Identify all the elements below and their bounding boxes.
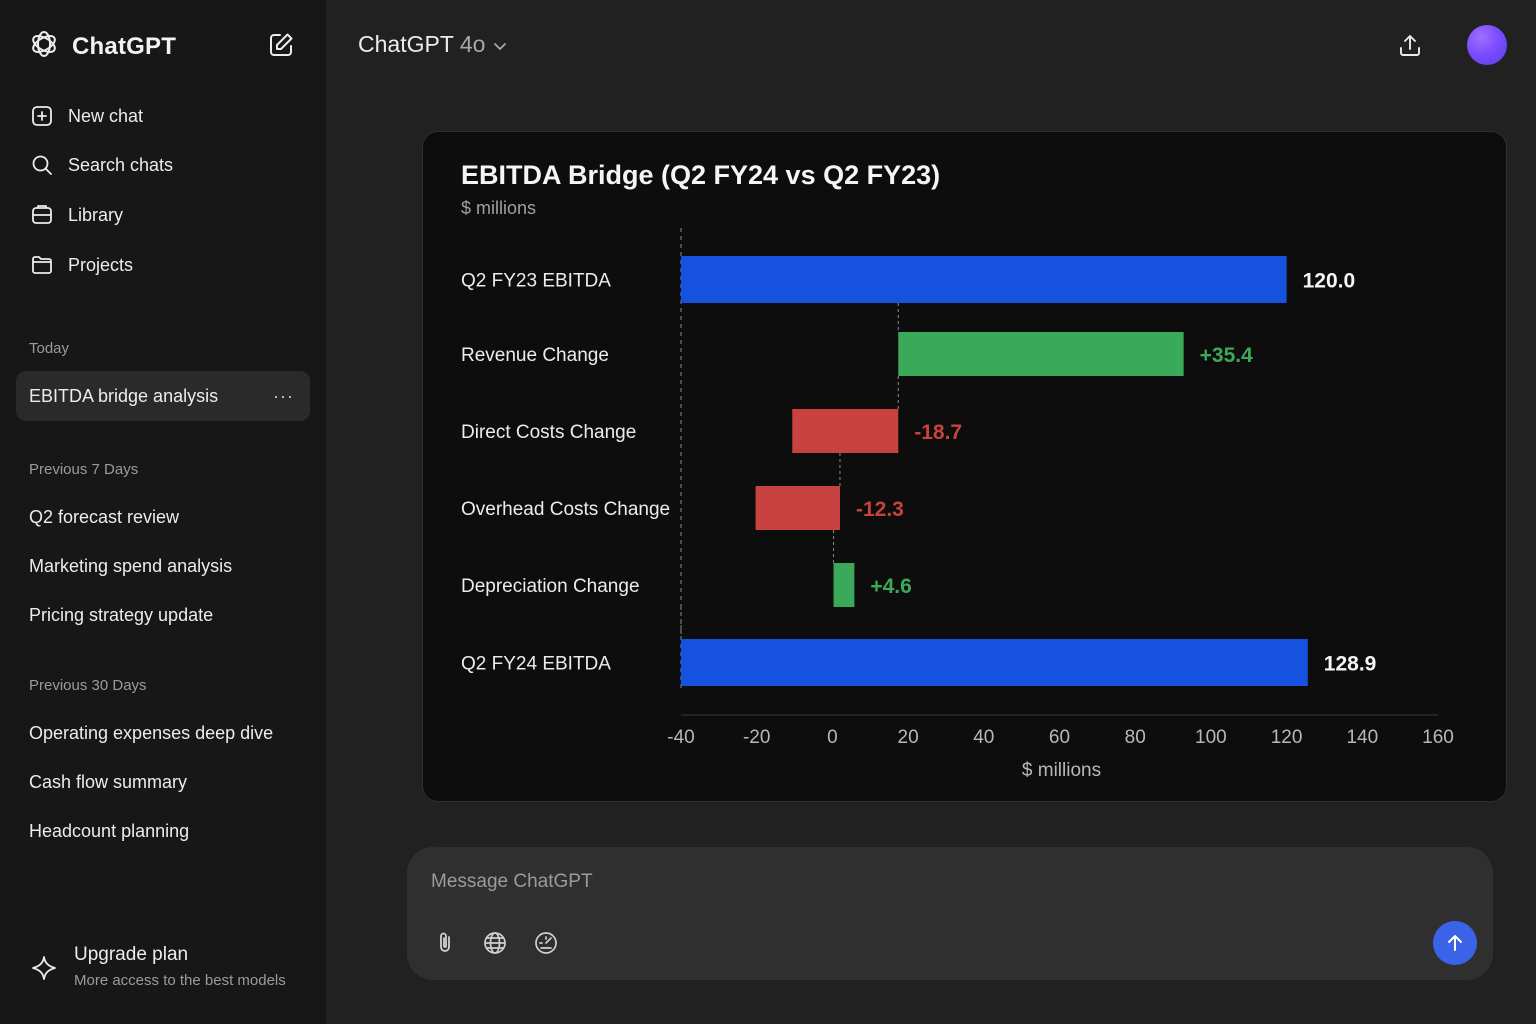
openai-logo-icon — [28, 28, 60, 65]
chat-title: Marketing spend analysis — [29, 555, 233, 576]
value-label: +4.6 — [870, 575, 911, 598]
message-input[interactable] — [431, 867, 1331, 897]
chat-item[interactable]: Cash flow summary — [16, 762, 310, 802]
bar-decrease — [755, 486, 840, 530]
chart-subtitle: $ millions — [461, 198, 537, 218]
x-tick-label: 160 — [1422, 727, 1454, 748]
library-icon — [30, 203, 54, 227]
x-tick-label: 40 — [973, 727, 994, 748]
chat-title: Q2 forecast review — [29, 506, 180, 527]
section-label-today: Today — [29, 340, 70, 357]
x-tick-label: 120 — [1271, 727, 1303, 748]
chat-title: Operating expenses deep dive — [29, 722, 274, 743]
value-label: -18.7 — [914, 421, 962, 444]
x-tick-label: 20 — [898, 727, 919, 748]
sparkle-icon — [30, 954, 58, 982]
chat-title: Headcount planning — [29, 820, 190, 841]
model-version: 4o — [459, 31, 486, 57]
send-button[interactable] — [1433, 921, 1477, 965]
upgrade-plan[interactable]: Upgrade plan More access to the best mod… — [30, 944, 286, 989]
category-label: Overhead Costs Change — [461, 499, 670, 520]
x-tick-label: 140 — [1346, 727, 1378, 748]
chat-item[interactable]: Q2 forecast review — [16, 497, 310, 537]
x-axis-title: $ millions — [1022, 760, 1101, 781]
search-icon — [30, 153, 54, 177]
x-tick-label: 60 — [1049, 727, 1070, 748]
nav-label: New chat — [68, 105, 144, 126]
paperclip-icon — [440, 932, 450, 952]
brand-name: ChatGPT — [72, 32, 177, 60]
new-chat-compose-button[interactable] — [266, 30, 296, 60]
value-label: +35.4 — [1200, 344, 1253, 367]
section-label-prev7: Previous 7 Days — [29, 461, 139, 478]
web-search-button[interactable] — [481, 929, 509, 957]
chat-item[interactable]: Pricing strategy update — [16, 595, 310, 635]
chat-item[interactable]: Operating expenses deep dive — [16, 713, 310, 753]
category-label: Direct Costs Change — [461, 422, 636, 443]
chart-card: EBITDA Bridge (Q2 FY24 vs Q2 FY23) $ mil… — [422, 131, 1507, 802]
x-tick-label: 80 — [1125, 727, 1146, 748]
chevron-down-icon — [493, 32, 507, 59]
bar-increase — [833, 563, 855, 607]
chat-item-active[interactable]: EBITDA bridge analysis ··· — [16, 371, 310, 421]
new-chat-icon — [30, 104, 54, 128]
chat-title: Pricing strategy update — [29, 604, 214, 625]
x-tick-label: 100 — [1195, 727, 1227, 748]
chat-item[interactable]: Headcount planning — [16, 811, 310, 851]
avatar[interactable] — [1467, 25, 1507, 65]
composer — [407, 847, 1493, 980]
chart-title: EBITDA Bridge (Q2 FY24 vs Q2 FY23) — [461, 160, 941, 190]
category-label: Depreciation Change — [461, 576, 640, 597]
value-label: 128.9 — [1324, 653, 1377, 676]
globe-icon — [484, 932, 506, 954]
nav-search-chats[interactable]: Search chats — [16, 145, 310, 185]
nav-label: Projects — [68, 254, 134, 275]
chat-item[interactable]: Marketing spend analysis — [16, 546, 310, 586]
bar-increase — [898, 332, 1184, 376]
more-options-icon[interactable]: ··· — [273, 385, 294, 406]
compose-icon — [270, 33, 293, 56]
bar-decrease — [792, 409, 899, 453]
model-selector[interactable]: ChatGPT 4o — [358, 30, 507, 59]
x-tick-label: -40 — [667, 727, 694, 748]
upgrade-subtitle: More access to the best models — [74, 972, 286, 989]
value-label: -12.3 — [856, 498, 904, 521]
nav-label: Library — [68, 204, 124, 225]
nav-projects[interactable]: Projects — [16, 245, 310, 285]
nav-new-chat[interactable]: New chat — [16, 96, 310, 136]
folder-icon — [30, 253, 54, 277]
sidebar: ChatGPT New chat Search chats Library Pr… — [0, 0, 326, 1024]
category-label: Q2 FY23 EBITDA — [461, 271, 611, 292]
brand[interactable]: ChatGPT — [28, 28, 176, 65]
upgrade-title: Upgrade plan — [74, 944, 189, 965]
section-label-prev30: Previous 30 Days — [29, 677, 147, 694]
x-tick-label: -20 — [743, 727, 770, 748]
bar-total — [681, 256, 1287, 303]
nav-label: Search chats — [68, 154, 174, 175]
bar-total — [681, 639, 1308, 686]
share-icon — [1400, 35, 1420, 56]
arrow-up-icon — [1448, 935, 1462, 951]
gauge-icon — [535, 932, 557, 954]
chat-title: EBITDA bridge analysis — [29, 385, 219, 406]
x-tick-label: 0 — [827, 727, 838, 748]
chat-title: Cash flow summary — [29, 771, 188, 792]
category-label: Revenue Change — [461, 345, 609, 366]
category-label: Q2 FY24 EBITDA — [461, 654, 611, 675]
value-label: 120.0 — [1303, 270, 1356, 293]
share-button[interactable] — [1394, 30, 1426, 62]
nav-library[interactable]: Library — [16, 195, 310, 235]
tools-button[interactable] — [532, 929, 560, 957]
model-name: ChatGPT — [358, 31, 454, 57]
attach-button[interactable] — [431, 929, 459, 957]
waterfall-chart: Q2 FY23 EBITDA 120.0 Revenue Change +35.4 Di… — [461, 228, 1454, 781]
